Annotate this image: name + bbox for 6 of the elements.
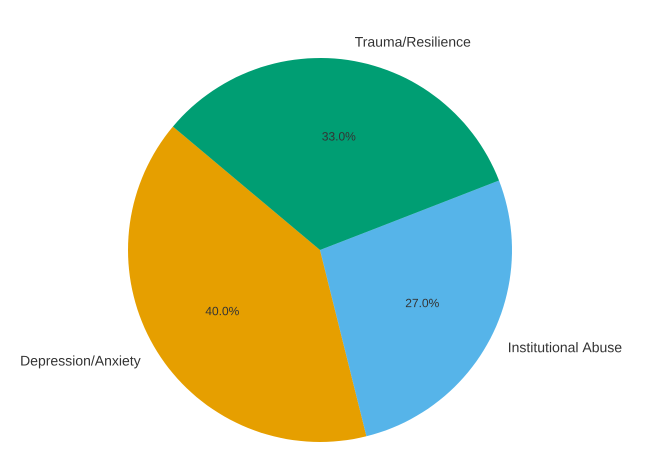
- slice-label: Depression/Anxiety: [21, 355, 141, 368]
- data-label: 40.0%: [206, 306, 239, 316]
- slice-label: Institutional Abuse: [508, 342, 622, 352]
- data-label: 33.0%: [322, 132, 356, 141]
- slice-label: Trauma/Resilience: [355, 36, 470, 47]
- data-label: 27.0%: [406, 298, 439, 308]
